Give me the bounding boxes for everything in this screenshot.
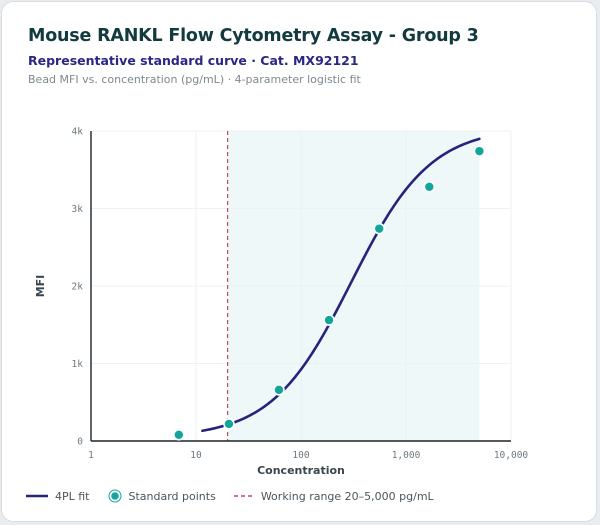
tick-labels: 1 10 100 1,000 10,000 0 1k 2k 3k 4k (72, 127, 529, 462)
standard-point (423, 181, 436, 193)
x-tick-label: 10,000 (494, 450, 529, 461)
standard-point (173, 428, 185, 441)
y-tick-label: 3k (72, 204, 84, 215)
x-tick-label: 1,000 (392, 450, 421, 461)
standard-point (323, 314, 335, 326)
y-tick-label: 0 (77, 437, 83, 448)
legend-item-fit: 4PL fit (26, 490, 90, 503)
standard-point (473, 145, 486, 157)
x-tick-label: 100 (292, 450, 309, 461)
standard-point (223, 418, 235, 430)
legend-item-range: Working range 20–5,000 pg/mL (233, 489, 434, 503)
standard-point (373, 222, 386, 235)
x-tick-label: 1 (88, 450, 94, 461)
legend: 4PL fit Standard points Working range 20… (26, 488, 452, 504)
legend-point-swatch (108, 489, 121, 503)
chart-title: Mouse RANKL Flow Cytometry Assay - Group… (28, 26, 479, 46)
grid (91, 130, 512, 441)
chart-subtitle: Representative standard curve · Cat. MX9… (28, 53, 359, 68)
y-axis-title: MFI (34, 275, 47, 298)
legend-label-range: Working range 20–5,000 pg/mL (260, 489, 434, 503)
legend-label-fit: 4PL fit (55, 489, 90, 503)
legend-line-swatch (26, 494, 48, 498)
y-tick-label: 4k (72, 127, 84, 138)
legend-dash-swatch (233, 495, 254, 497)
legend-item-points: Standard points (108, 489, 216, 503)
y-tick-label: 2k (72, 282, 84, 293)
fit-curve (201, 137, 481, 433)
y-tick-label: 1k (72, 359, 84, 370)
standard-point (273, 384, 285, 396)
x-axis-title: Concentration (257, 464, 345, 477)
axes (90, 131, 511, 442)
legend-label-points: Standard points (128, 489, 216, 503)
chart-caption: Bead MFI vs. concentration (pg/mL) · 4-p… (28, 73, 361, 86)
x-tick-label: 10 (190, 450, 202, 461)
standard-points (173, 145, 486, 441)
